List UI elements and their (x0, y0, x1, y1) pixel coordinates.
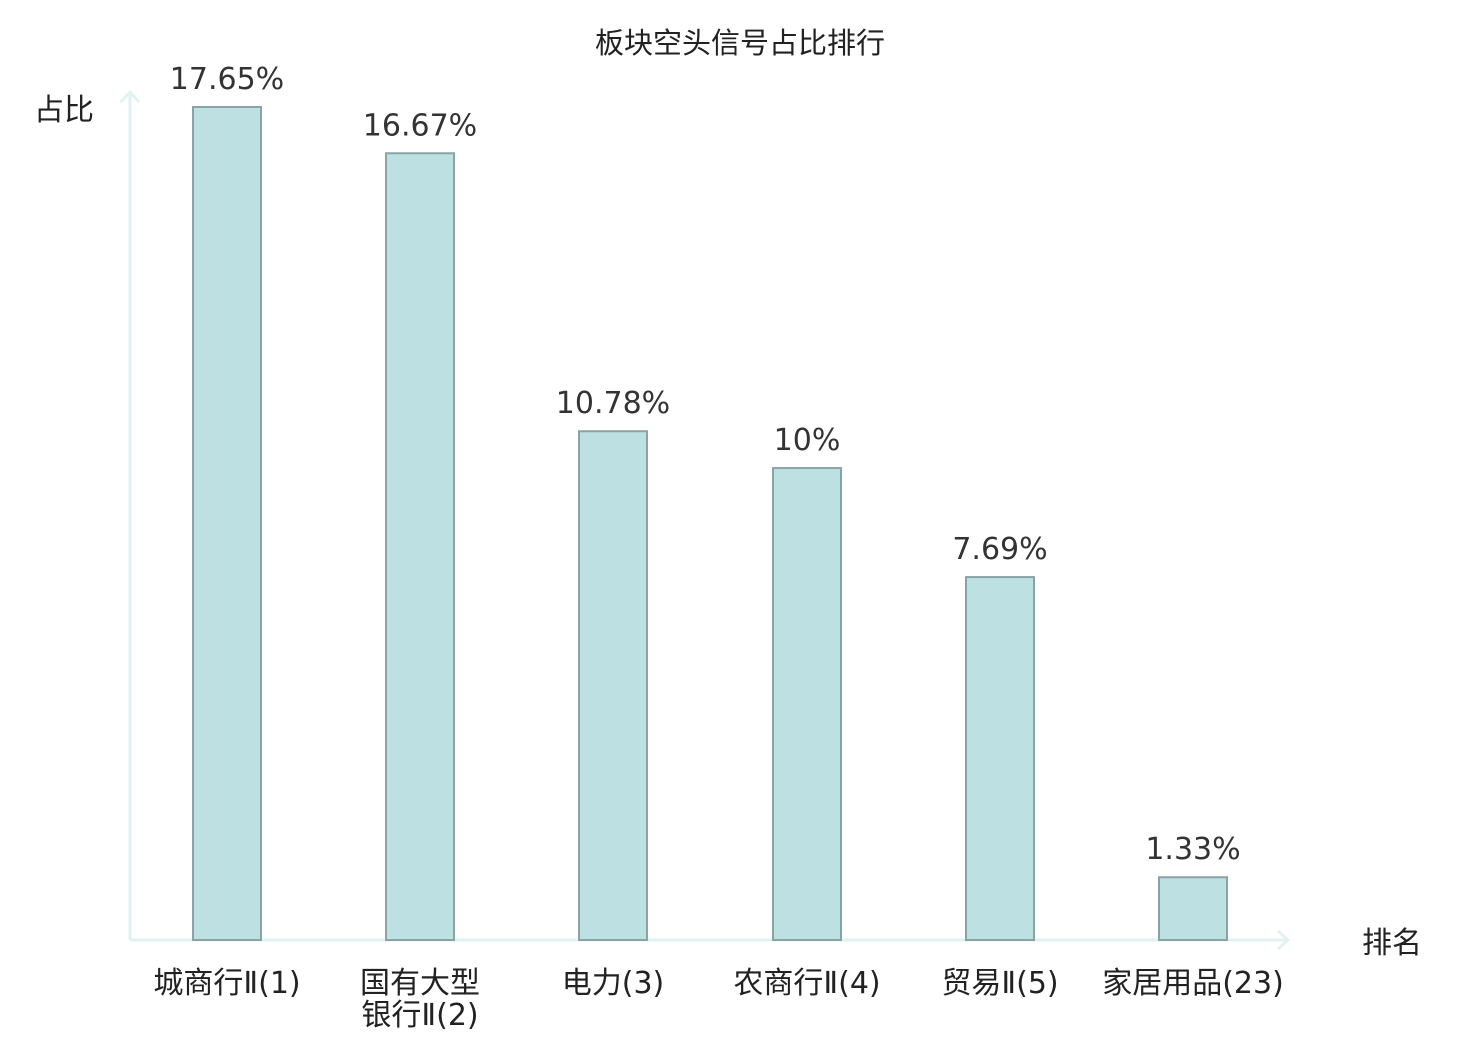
bar-1 (192, 106, 262, 941)
value-labels-group: 17.65% 16.67% 10.78% 10% 7.69% 1.33% (170, 62, 1241, 867)
bar-6 (1158, 876, 1228, 942)
bar-value-label-5: 7.69% (952, 532, 1047, 567)
x-tick-label-6: 家居用品(23) (1102, 966, 1284, 1001)
bar-value-label-6: 1.33% (1145, 832, 1240, 867)
chart-title: 板块空头信号占比排行 (595, 26, 885, 60)
bar-value-label-2: 16.67% (363, 108, 477, 143)
bar-4 (772, 467, 842, 941)
x-tick-label-5: 贸易Ⅱ(5) (941, 966, 1058, 1001)
x-axis-title: 排名 (1362, 926, 1422, 961)
bar-value-label-1: 17.65% (170, 62, 284, 97)
y-axis-title: 占比 (34, 93, 94, 128)
bars-group (192, 106, 1228, 942)
bar-2 (385, 152, 455, 941)
bar-5 (965, 576, 1035, 941)
bar-3 (578, 430, 648, 941)
bar-value-label-4: 10% (774, 423, 841, 458)
x-tick-label-3: 电力(3) (562, 966, 665, 1001)
x-tick-label-1: 城商行Ⅱ(1) (153, 966, 300, 1001)
x-tick-label-4: 农商行Ⅱ(4) (733, 966, 880, 1001)
x-tick-label-2-line-1: 国有大型 (360, 966, 480, 1001)
bar-value-label-3: 10.78% (556, 386, 670, 421)
x-tick-label-2-line-2: 银行Ⅱ(2) (361, 998, 478, 1033)
